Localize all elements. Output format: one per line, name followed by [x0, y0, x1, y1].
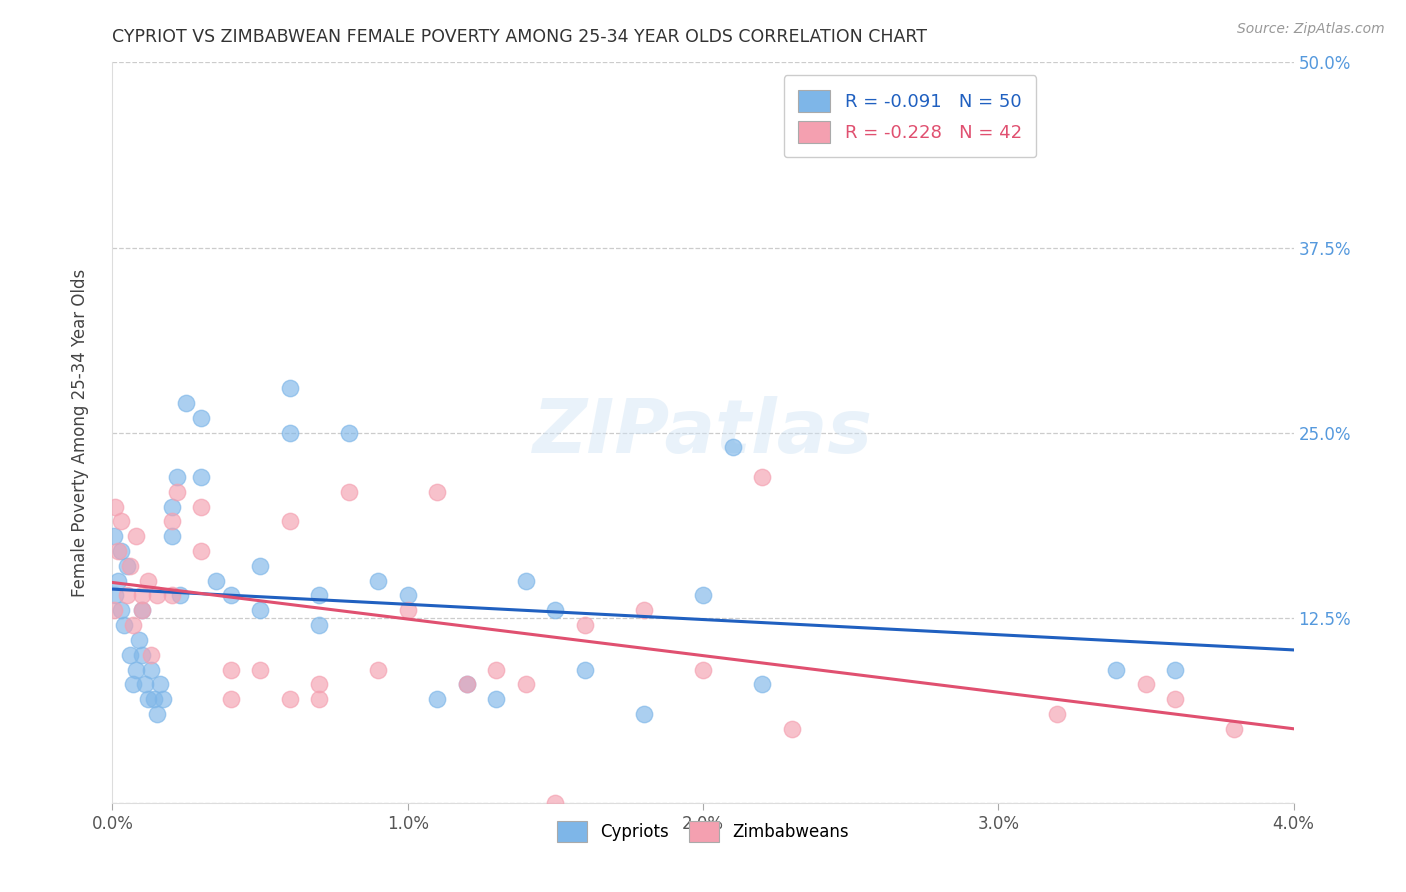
Point [633, 603, 655, 617]
Legend: Cypriots, Zimbabweans: Cypriots, Zimbabweans [548, 813, 858, 850]
Point [190, 470, 212, 484]
Point [120, 558, 142, 573]
Point [396, 603, 419, 617]
Point [426, 484, 449, 499]
Point [485, 663, 508, 677]
Point [1164, 663, 1187, 677]
Point [692, 589, 714, 603]
Point [190, 544, 212, 558]
Point [278, 381, 301, 395]
Point [485, 692, 508, 706]
Point [110, 544, 132, 558]
Point [146, 589, 169, 603]
Point [426, 692, 449, 706]
Point [574, 618, 596, 632]
Point [149, 677, 172, 691]
Point [1164, 692, 1187, 706]
Point [249, 558, 271, 573]
Point [219, 663, 242, 677]
Point [104, 500, 127, 514]
Point [456, 677, 478, 691]
Point [166, 484, 188, 499]
Point [308, 677, 330, 691]
Point [780, 722, 803, 736]
Point [278, 425, 301, 440]
Point [1105, 663, 1128, 677]
Point [104, 589, 127, 603]
Point [146, 706, 169, 721]
Y-axis label: Female Poverty Among 25-34 Year Olds: Female Poverty Among 25-34 Year Olds [70, 268, 89, 597]
Point [721, 441, 744, 455]
Point [122, 618, 145, 632]
Point [456, 677, 478, 691]
Point [751, 677, 773, 691]
Point [117, 589, 138, 603]
Point [142, 692, 165, 706]
Point [117, 558, 138, 573]
Point [190, 500, 212, 514]
Text: Source: ZipAtlas.com: Source: ZipAtlas.com [1237, 22, 1385, 37]
Point [1135, 677, 1157, 691]
Point [249, 663, 271, 677]
Point [190, 410, 212, 425]
Point [103, 529, 125, 543]
Point [160, 500, 183, 514]
Point [544, 796, 567, 810]
Point [278, 692, 301, 706]
Point [396, 589, 419, 603]
Point [219, 589, 242, 603]
Point [1223, 722, 1246, 736]
Point [515, 677, 537, 691]
Point [308, 589, 330, 603]
Point [249, 603, 271, 617]
Point [110, 515, 132, 529]
Point [166, 470, 188, 484]
Point [125, 663, 148, 677]
Point [107, 574, 129, 588]
Point [136, 574, 159, 588]
Point [139, 648, 162, 662]
Point [1046, 706, 1069, 721]
Point [544, 603, 567, 617]
Point [131, 603, 153, 617]
Point [128, 632, 150, 647]
Point [103, 603, 125, 617]
Point [278, 515, 301, 529]
Point [751, 470, 773, 484]
Point [125, 529, 148, 543]
Point [131, 648, 153, 662]
Point [131, 589, 153, 603]
Point [308, 692, 330, 706]
Point [574, 663, 596, 677]
Point [515, 574, 537, 588]
Point [367, 663, 389, 677]
Point [633, 706, 655, 721]
Text: ZIPatlas: ZIPatlas [533, 396, 873, 469]
Point [337, 484, 360, 499]
Point [160, 529, 183, 543]
Text: CYPRIOT VS ZIMBABWEAN FEMALE POVERTY AMONG 25-34 YEAR OLDS CORRELATION CHART: CYPRIOT VS ZIMBABWEAN FEMALE POVERTY AMO… [112, 28, 928, 45]
Point [139, 663, 162, 677]
Point [337, 425, 360, 440]
Point [110, 603, 132, 617]
Point [112, 618, 135, 632]
Point [160, 515, 183, 529]
Point [367, 574, 389, 588]
Point [152, 692, 174, 706]
Point [692, 663, 714, 677]
Point [205, 574, 228, 588]
Point [174, 396, 197, 410]
Point [308, 618, 330, 632]
Point [219, 692, 242, 706]
Point [120, 648, 142, 662]
Point [107, 544, 129, 558]
Point [131, 603, 153, 617]
Point [136, 692, 159, 706]
Point [169, 589, 191, 603]
Point [160, 589, 183, 603]
Point [134, 677, 156, 691]
Point [122, 677, 145, 691]
